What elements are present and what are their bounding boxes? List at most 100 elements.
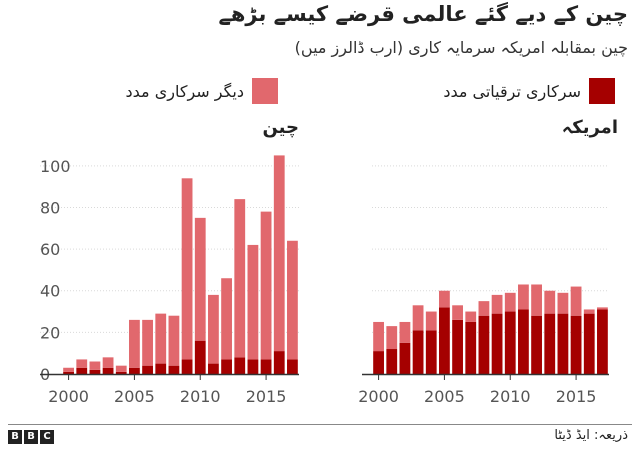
y-tick-label: 80 — [40, 198, 60, 217]
bar-oof — [208, 294, 219, 364]
bar-oof — [260, 211, 272, 360]
bar-oda — [412, 330, 424, 374]
bar-oda — [504, 311, 516, 374]
bar-oda — [63, 371, 74, 374]
bar-oda — [89, 369, 101, 374]
bar-oof — [181, 178, 193, 360]
bar-oof — [234, 199, 246, 358]
bbc-logo-letter: C — [40, 430, 54, 444]
x-tick-label: 2005 — [424, 387, 465, 406]
bar-oof — [570, 286, 582, 316]
bar-oof — [557, 292, 569, 314]
bar-oda — [247, 359, 259, 374]
bar-oof — [439, 290, 450, 308]
x-tick-label: 2010 — [180, 387, 221, 406]
bar-oof — [63, 367, 74, 372]
bar-oda — [544, 313, 556, 374]
y-tick-label: 20 — [40, 323, 60, 342]
bar-oof — [155, 313, 167, 364]
bar-oof — [452, 305, 463, 320]
bar-oda — [570, 315, 582, 374]
chart-subtitle: چین بمقابلہ امریکہ سرمایہ کاری (ارب ڈالر… — [294, 38, 628, 57]
legend-item-oda: سرکاری ترقیاتی مدد — [443, 78, 615, 104]
bar-oda — [221, 359, 232, 374]
bar-oof — [76, 359, 88, 368]
bar-oof — [247, 244, 259, 360]
bbc-logo: B B C — [8, 430, 54, 444]
bar-oda — [465, 321, 477, 374]
bar-oof — [597, 307, 608, 310]
y-tick-label: 60 — [40, 240, 60, 259]
bar-oda — [234, 357, 246, 374]
bar-oda — [287, 359, 298, 374]
bar-oof — [491, 294, 503, 314]
bar-oda — [208, 363, 219, 374]
bar-oda — [531, 315, 542, 374]
bar-oof — [518, 284, 529, 310]
bar-oda — [260, 359, 272, 374]
bar-oda — [425, 330, 437, 374]
bar-oda — [478, 315, 490, 374]
bar-oda — [583, 313, 595, 374]
chart-title: چین کے دیے گئے عالمی قرضے کیسے بڑھے — [218, 2, 628, 26]
source-label: ذریعہ: ایڈ ڈیٹا — [554, 428, 628, 443]
bar-oda — [373, 351, 384, 374]
bar-oof — [412, 305, 424, 331]
bar-oof — [478, 301, 490, 316]
x-tick-label: 2010 — [490, 387, 531, 406]
bar-oda — [273, 351, 285, 374]
bar-oof — [102, 357, 114, 368]
bar-oof — [544, 290, 556, 314]
footer-divider — [8, 424, 632, 425]
bar-oda — [386, 349, 398, 374]
bar-oof — [373, 321, 384, 352]
legend-item-oof: دیگر سرکاری مدد — [126, 78, 278, 104]
bar-oda — [439, 307, 450, 374]
legend-swatch-oda — [589, 78, 615, 104]
bar-oof — [273, 155, 285, 352]
bar-oda — [115, 371, 127, 374]
panel-title: چین — [262, 117, 299, 138]
y-tick-label: 100 — [40, 157, 71, 176]
bar-oof — [287, 240, 298, 360]
bar-oof — [531, 284, 542, 316]
legend-label-oda: سرکاری ترقیاتی مدد — [443, 81, 581, 101]
panel-title: امریکہ — [562, 117, 618, 138]
x-tick-label: 2005 — [114, 387, 155, 406]
bar-oda — [597, 309, 608, 374]
x-tick-label: 2000 — [358, 387, 399, 406]
bbc-logo-letter: B — [8, 430, 22, 444]
x-tick-label: 2015 — [556, 387, 597, 406]
bar-oof — [168, 315, 180, 366]
bar-oda — [399, 342, 411, 374]
bar-oof — [465, 311, 477, 322]
bar-oda — [194, 340, 206, 374]
bar-oof — [194, 217, 206, 341]
legend-swatch-oof — [252, 78, 278, 104]
bar-oof — [386, 326, 398, 350]
bar-oof — [399, 321, 411, 343]
bar-oda — [518, 309, 529, 374]
legend-label-oof: دیگر سرکاری مدد — [125, 81, 244, 101]
bar-oof — [115, 365, 127, 372]
bar-oda — [142, 365, 153, 374]
bar-oda — [102, 367, 114, 374]
bar-oda — [76, 367, 88, 374]
bar-oof — [142, 319, 153, 366]
bar-oda — [452, 319, 463, 374]
bar-oof — [89, 361, 101, 370]
bbc-logo-letter: B — [24, 430, 38, 444]
y-tick-label: 40 — [40, 282, 60, 301]
bar-oda — [491, 313, 503, 374]
x-tick-label: 2000 — [48, 387, 89, 406]
bar-oof — [221, 278, 232, 360]
bar-oda — [181, 359, 193, 374]
bar-oda — [168, 365, 180, 374]
bar-oda — [557, 313, 569, 374]
x-tick-label: 2015 — [246, 387, 287, 406]
bar-oof — [129, 319, 140, 368]
bar-oof — [583, 309, 595, 314]
bar-oof — [504, 292, 516, 312]
bar-oda — [129, 367, 140, 374]
